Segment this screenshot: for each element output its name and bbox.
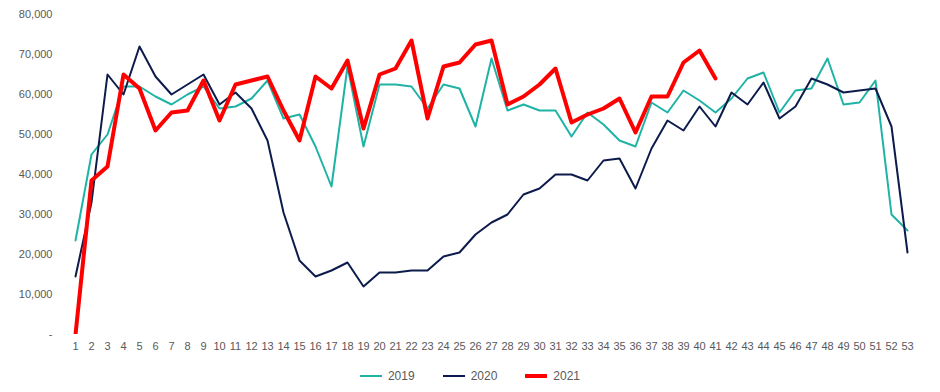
svg-text:39: 39	[677, 340, 689, 352]
svg-text:29: 29	[517, 340, 529, 352]
svg-text:12: 12	[245, 340, 257, 352]
svg-text:34: 34	[597, 340, 609, 352]
svg-text:48: 48	[821, 340, 833, 352]
svg-text:15: 15	[293, 340, 305, 352]
svg-text:16: 16	[309, 340, 321, 352]
svg-text:50: 50	[853, 340, 865, 352]
svg-text:25: 25	[453, 340, 465, 352]
svg-text:43: 43	[741, 340, 753, 352]
svg-text:45: 45	[773, 340, 785, 352]
svg-text:46: 46	[789, 340, 801, 352]
svg-text:18: 18	[341, 340, 353, 352]
svg-text:19: 19	[357, 340, 369, 352]
svg-text:28: 28	[501, 340, 513, 352]
svg-text:70,000: 70,000	[19, 48, 53, 60]
svg-text:22: 22	[405, 340, 417, 352]
html-text:2021: 2021	[553, 369, 580, 383]
svg-text:51: 51	[869, 340, 881, 352]
svg-text:26: 26	[469, 340, 481, 352]
svg-text:21: 21	[389, 340, 401, 352]
svg-text:7: 7	[168, 340, 174, 352]
svg-text:49: 49	[837, 340, 849, 352]
svg-text:10,000: 10,000	[19, 288, 53, 300]
svg-text:80,000: 80,000	[19, 8, 53, 20]
svg-text:20,000: 20,000	[19, 248, 53, 260]
svg-text:40,000: 40,000	[19, 168, 53, 180]
svg-text:33: 33	[581, 340, 593, 352]
svg-text:47: 47	[805, 340, 817, 352]
svg-text:17: 17	[325, 340, 337, 352]
svg-text:37: 37	[645, 340, 657, 352]
svg-text:41: 41	[709, 340, 721, 352]
svg-text:6: 6	[152, 340, 158, 352]
svg-text:-: -	[49, 328, 53, 340]
svg-text:3: 3	[104, 340, 110, 352]
html-text:2019: 2019	[387, 369, 415, 383]
svg-text:60,000: 60,000	[19, 88, 53, 100]
svg-text:31: 31	[549, 340, 561, 352]
svg-text:1: 1	[72, 340, 78, 352]
svg-text:38: 38	[661, 340, 673, 352]
svg-text:23: 23	[421, 340, 433, 352]
svg-text:14: 14	[277, 340, 289, 352]
svg-text:24: 24	[437, 340, 449, 352]
svg-text:27: 27	[485, 340, 497, 352]
html-text:2020: 2020	[470, 369, 498, 383]
svg-text:50,000: 50,000	[19, 128, 53, 140]
svg-text:36: 36	[629, 340, 641, 352]
svg-text:53: 53	[901, 340, 913, 352]
svg-text:10: 10	[213, 340, 225, 352]
svg-text:9: 9	[200, 340, 206, 352]
svg-text:2: 2	[88, 340, 94, 352]
svg-text:52: 52	[885, 340, 897, 352]
svg-text:30: 30	[533, 340, 545, 352]
svg-text:11: 11	[230, 340, 241, 352]
svg-text:20: 20	[373, 340, 385, 352]
svg-text:4: 4	[120, 340, 126, 352]
svg-text:35: 35	[613, 340, 625, 352]
svg-text:44: 44	[757, 340, 769, 352]
svg-text:40: 40	[693, 340, 705, 352]
svg-text:42: 42	[725, 340, 737, 352]
svg-text:5: 5	[136, 340, 142, 352]
svg-text:32: 32	[565, 340, 577, 352]
svg-text:8: 8	[184, 340, 190, 352]
svg-text:30,000: 30,000	[19, 208, 53, 220]
svg-text:13: 13	[261, 340, 273, 352]
